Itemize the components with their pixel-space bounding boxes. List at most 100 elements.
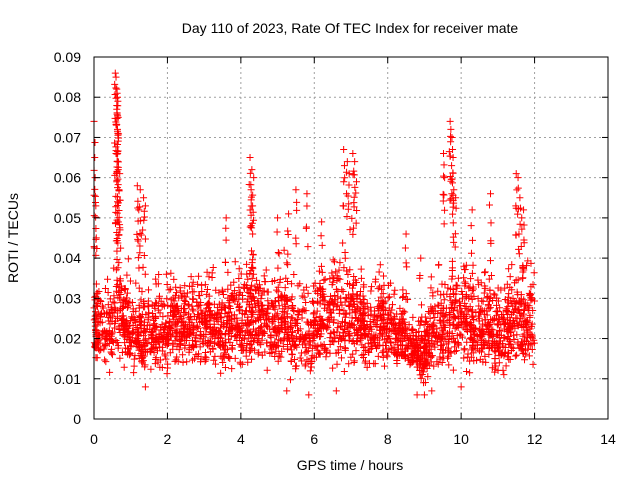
data-point [104, 329, 112, 337]
data-point [205, 299, 213, 307]
data-point [371, 278, 379, 286]
data-point [394, 352, 402, 360]
data-point [370, 319, 378, 327]
x-tick-label: 10 [453, 431, 469, 447]
data-point [481, 284, 489, 292]
data-point [113, 125, 121, 133]
data-point [298, 292, 306, 300]
data-point [250, 216, 258, 224]
data-point [136, 249, 144, 257]
data-point [267, 331, 275, 339]
data-point [294, 326, 302, 334]
x-tick-label: 8 [384, 431, 392, 447]
data-point [529, 307, 537, 315]
data-point [449, 219, 457, 227]
data-point [441, 206, 449, 214]
data-point [416, 371, 424, 379]
data-point [107, 348, 115, 356]
data-point [402, 259, 410, 267]
data-point [379, 310, 387, 318]
data-point [275, 297, 283, 305]
data-point [448, 190, 456, 198]
data-point [115, 307, 123, 315]
data-point [501, 349, 509, 357]
data-point [226, 354, 234, 362]
data-point [99, 304, 107, 312]
data-point [455, 297, 463, 305]
data-point [181, 344, 189, 352]
data-point [284, 227, 292, 235]
data-point [334, 319, 342, 327]
data-point [344, 271, 352, 279]
data-point [481, 352, 489, 360]
data-point [298, 314, 306, 322]
data-point [485, 201, 493, 209]
data-point [433, 325, 441, 333]
data-point [189, 307, 197, 315]
data-point [219, 290, 227, 298]
data-point [373, 317, 381, 325]
data-point [134, 217, 142, 225]
data-point [417, 318, 425, 326]
data-point [345, 170, 353, 178]
data-point [481, 268, 489, 276]
data-point [206, 308, 214, 316]
data-point [317, 315, 325, 323]
data-point [245, 329, 253, 337]
data-point [247, 196, 255, 204]
data-point [292, 362, 300, 370]
data-point [126, 277, 134, 285]
data-point [517, 300, 525, 308]
data-point [185, 314, 193, 322]
data-point [501, 334, 509, 342]
data-point [496, 346, 504, 354]
data-point [259, 287, 267, 295]
data-point [274, 310, 282, 318]
data-point [405, 336, 413, 344]
data-point [499, 315, 507, 323]
data-point [104, 289, 112, 297]
data-point [193, 302, 201, 310]
data-point [123, 297, 131, 305]
data-point [341, 336, 349, 344]
data-point [137, 314, 145, 322]
x-tick-label: 12 [527, 431, 543, 447]
data-point [425, 349, 433, 357]
data-point [337, 354, 345, 362]
data-point [359, 299, 367, 307]
data-point [249, 191, 257, 199]
data-point [361, 347, 369, 355]
data-point [306, 367, 314, 375]
data-point [253, 338, 261, 346]
data-point [288, 351, 296, 359]
data-point [518, 225, 526, 233]
data-point [114, 342, 122, 350]
data-point [380, 299, 388, 307]
data-point [267, 338, 275, 346]
data-point [326, 341, 334, 349]
data-point [219, 288, 227, 296]
data-point [378, 349, 386, 357]
data-point [492, 301, 500, 309]
data-point [435, 261, 443, 269]
data-point [271, 314, 279, 322]
data-point [185, 302, 193, 310]
data-point [202, 354, 210, 362]
data-point [283, 259, 291, 267]
data-point [145, 286, 153, 294]
data-point [290, 271, 298, 279]
data-point [341, 318, 349, 326]
data-point [104, 313, 112, 321]
data-point [157, 297, 165, 305]
data-point [111, 80, 119, 88]
data-point [475, 281, 483, 289]
data-point [185, 348, 193, 356]
data-point [163, 295, 171, 303]
data-point [277, 353, 285, 361]
data-point [527, 322, 535, 330]
data-point [413, 340, 421, 348]
data-point [141, 361, 149, 369]
data-point [114, 113, 122, 121]
data-point [177, 304, 185, 312]
data-point [113, 234, 121, 242]
